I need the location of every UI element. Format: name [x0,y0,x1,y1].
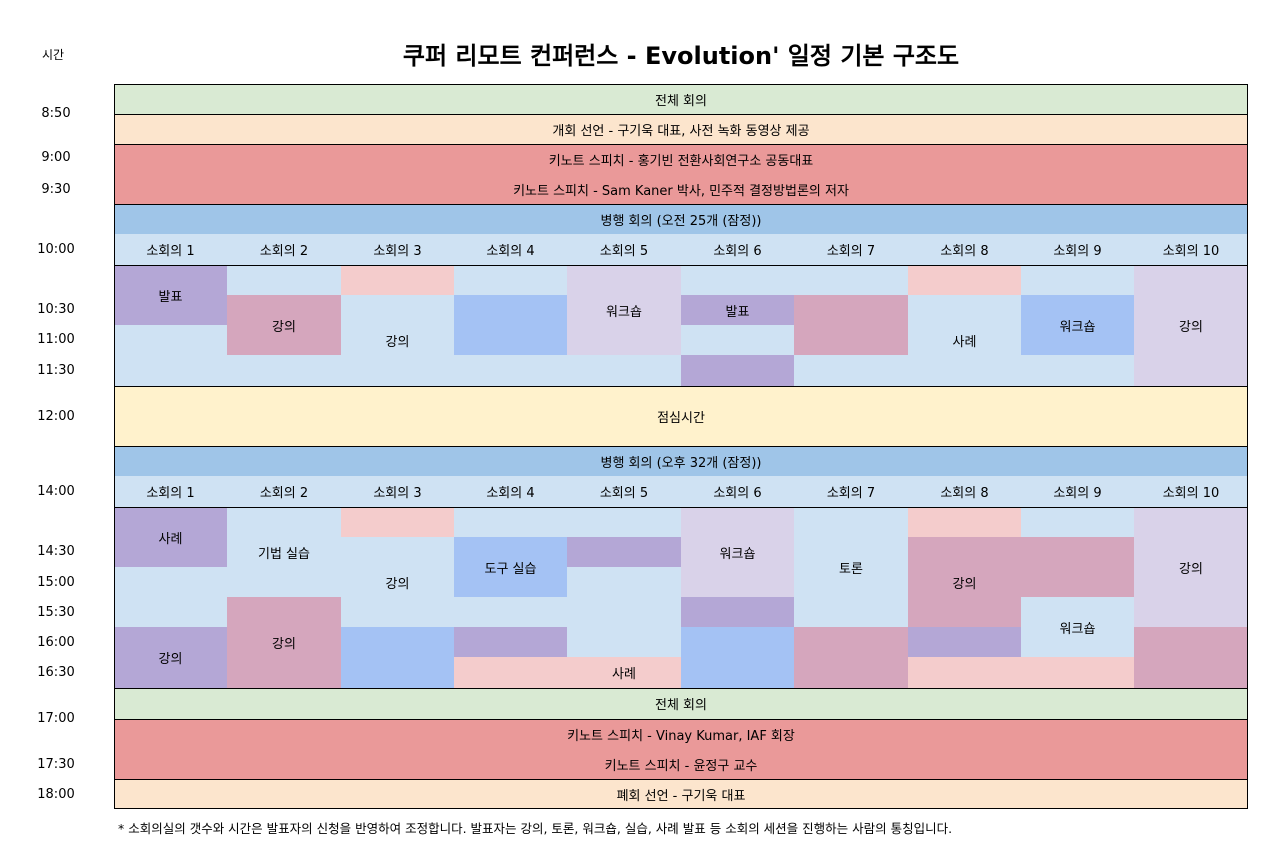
time-label: 11:30 [37,363,75,378]
room-header: 소회의 1 [146,486,195,501]
room-header: 소회의 9 [1053,244,1102,259]
session-block-unlabeled[interactable] [1134,627,1248,688]
keynote-session: 키노트 스피치 - Vinay Kumar, IAF 회장 [114,719,1248,749]
session-block[interactable]: 강의 [1134,265,1248,386]
time-label: 17:00 [37,711,75,726]
time-column-label: 시간 [42,48,65,62]
keynote-session: 키노트 스피치 - Sam Kaner 박사, 민주적 결정방법론의 저자 [114,174,1248,204]
room-header: 소회의 8 [940,486,989,501]
room-header: 소회의 7 [826,486,876,501]
time-label: 8:50 [41,106,71,121]
room-header: 소회의 3 [373,486,422,501]
room-header: 소회의 2 [259,244,309,259]
session-block[interactable]: 강의 [341,537,454,627]
session-block[interactable]: 발표 [114,265,227,325]
time-label: 15:00 [37,575,75,590]
schedule-grid: 전체 회의 개회 선언 - 구기욱 대표, 사전 녹화 동영상 제공 키노트 스… [114,84,1248,809]
session-block[interactable]: 강의 [908,537,1021,627]
session-block[interactable]: 도구 실습 [454,537,567,597]
plenary-session-afternoon: 전체 회의 [114,688,1248,719]
keynote-session: 키노트 스피치 - 홍기빈 전환사회연구소 공동대표 [114,144,1248,174]
session-block-unlabeled[interactable] [908,507,1021,537]
footnote: * 소회의실의 갯수와 시간은 발표자의 신청을 반영하여 조정합니다. 발표자… [118,821,953,836]
session-block-unlabeled[interactable] [341,265,454,295]
time-label: 14:00 [37,484,75,499]
time-label: 16:00 [37,635,75,650]
time-label: 16:30 [37,665,75,680]
opening-session: 개회 선언 - 구기욱 대표, 사전 녹화 동영상 제공 [114,114,1248,144]
page-title: 쿠퍼 리모트 컨퍼런스 - Evolution' 일정 기본 구조도 [402,42,960,70]
session-block[interactable]: 워크숍 [681,507,794,597]
session-block-unlabeled[interactable] [908,657,1021,688]
session-block-unlabeled[interactable] [454,627,567,657]
session-block[interactable]: 발표 [681,295,794,325]
session-block[interactable]: 강의 [227,295,341,355]
session-block-unlabeled[interactable] [681,355,794,386]
session-block[interactable]: 사례 [454,657,681,688]
room-header: 소회의 8 [940,244,989,259]
time-label: 10:00 [37,242,75,257]
room-header: 소회의 6 [713,244,762,259]
keynote-session: 키노트 스피치 - 윤정구 교수 [114,749,1248,779]
session-block[interactable]: 토론 [794,507,908,627]
room-header: 소회의 9 [1053,486,1102,501]
room-header-row: 소회의 1 소회의 2 소회의 3 소회의 4 소회의 5 소회의 6 소회의 … [114,234,1248,265]
time-label: 11:00 [37,332,75,347]
session-block-unlabeled[interactable] [794,627,908,688]
room-header: 소회의 4 [486,244,535,259]
time-label: 18:00 [37,787,75,802]
session-block-unlabeled[interactable] [341,507,454,537]
session-block-unlabeled[interactable] [908,627,1021,657]
plenary-session-morning: 전체 회의 [114,84,1248,114]
session-block-unlabeled[interactable] [1021,657,1134,688]
grid-lines [114,84,1248,809]
room-header: 소회의 7 [826,244,876,259]
time-label: 17:30 [37,757,75,772]
time-label: 15:30 [37,605,75,620]
time-label: 14:30 [37,544,75,559]
time-label: 10:30 [37,302,75,317]
room-header: 소회의 5 [599,244,649,259]
time-label: 9:30 [41,182,71,197]
session-block[interactable]: 워크숍 [567,265,681,355]
session-block[interactable]: 강의 [341,295,454,386]
session-block[interactable]: 사례 [114,507,227,567]
room-header-row: 소회의 1 소회의 2 소회의 3 소회의 4 소회의 5 소회의 6 소회의 … [114,476,1248,507]
session-label: 사례 [612,667,636,682]
room-header: 소회의 4 [486,486,535,501]
session-block[interactable]: 기법 실습 [227,507,341,597]
session-block[interactable]: 워크숍 [1021,295,1134,355]
session-block-unlabeled[interactable] [681,627,794,688]
room-header: 소회의 6 [713,486,762,501]
session-block[interactable]: 강의 [1134,507,1248,627]
session-block-unlabeled[interactable] [567,537,681,567]
time-label: 9:00 [41,150,71,165]
room-header: 소회의 3 [373,244,422,259]
room-header: 소회의 2 [259,486,309,501]
room-header: 소회의 10 [1162,486,1220,501]
session-block-unlabeled[interactable] [454,295,567,355]
lunch-break: 점심시간 [114,386,1248,446]
session-block-unlabeled[interactable] [1021,537,1134,597]
session-block[interactable]: 강의 [114,627,227,688]
time-label: 12:00 [37,409,75,424]
room-header: 소회의 1 [146,244,195,259]
parallel-sessions-afternoon-header: 병행 회의 (오후 32개 (잠정)) [114,446,1248,476]
session-block[interactable]: 워크숍 [1021,597,1134,657]
closing-session: 폐회 선언 - 구기욱 대표 [114,779,1248,809]
session-block[interactable]: 강의 [227,597,341,688]
session-block-unlabeled[interactable] [908,265,1021,295]
parallel-sessions-morning-header: 병행 회의 (오전 25개 (잠정)) [114,204,1248,234]
session-block[interactable]: 사례 [908,295,1021,386]
session-block-unlabeled[interactable] [794,295,908,355]
room-header: 소회의 5 [599,486,649,501]
room-header: 소회의 10 [1162,244,1220,259]
session-block-unlabeled[interactable] [681,597,794,627]
session-block-unlabeled[interactable] [341,627,454,688]
